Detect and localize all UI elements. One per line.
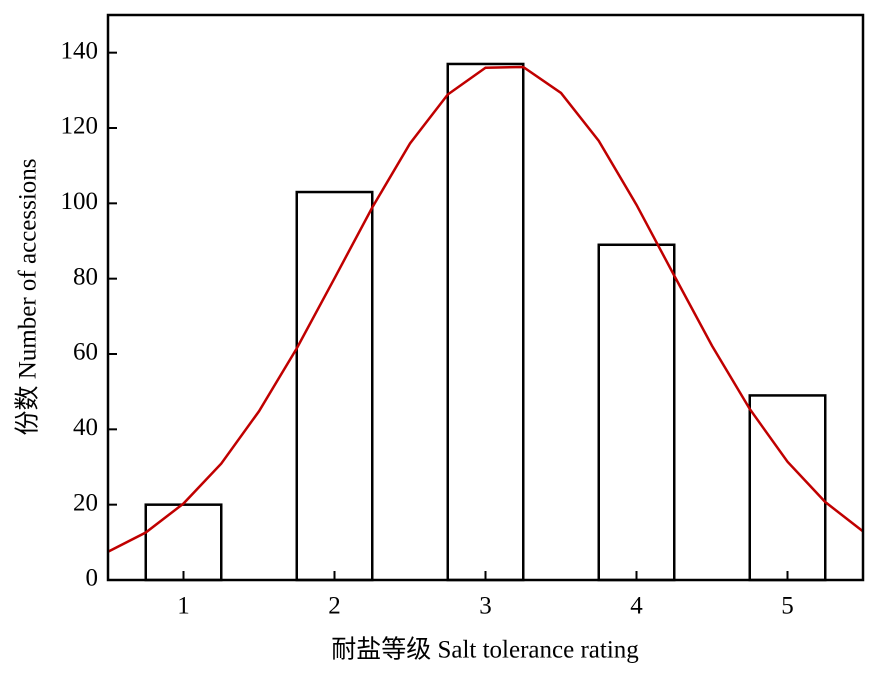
bar: [295, 190, 374, 582]
y-tick-label: 120: [61, 113, 99, 140]
x-tick-label: 5: [781, 593, 794, 620]
y-tick-label: 60: [73, 339, 98, 366]
y-tick-label: 20: [73, 489, 98, 516]
y-tick-label: 40: [73, 414, 98, 441]
y-axis-label: 份数 Number of accessions: [14, 158, 42, 435]
x-tick-label: 1: [177, 593, 190, 620]
x-tick-label: 4: [630, 593, 643, 620]
x-tick-label: 3: [479, 593, 492, 620]
y-tick-label: 80: [73, 263, 98, 290]
bar: [446, 62, 525, 582]
y-tick-label: 100: [61, 188, 99, 215]
y-tick-label: 140: [61, 37, 99, 64]
bar: [597, 243, 676, 582]
bar: [144, 503, 223, 582]
y-tick-label: 0: [86, 565, 99, 592]
x-axis-label: 耐盐等级 Salt tolerance rating: [331, 636, 639, 664]
x-tick-label: 2: [328, 593, 341, 620]
fitted-curve: [107, 65, 864, 553]
